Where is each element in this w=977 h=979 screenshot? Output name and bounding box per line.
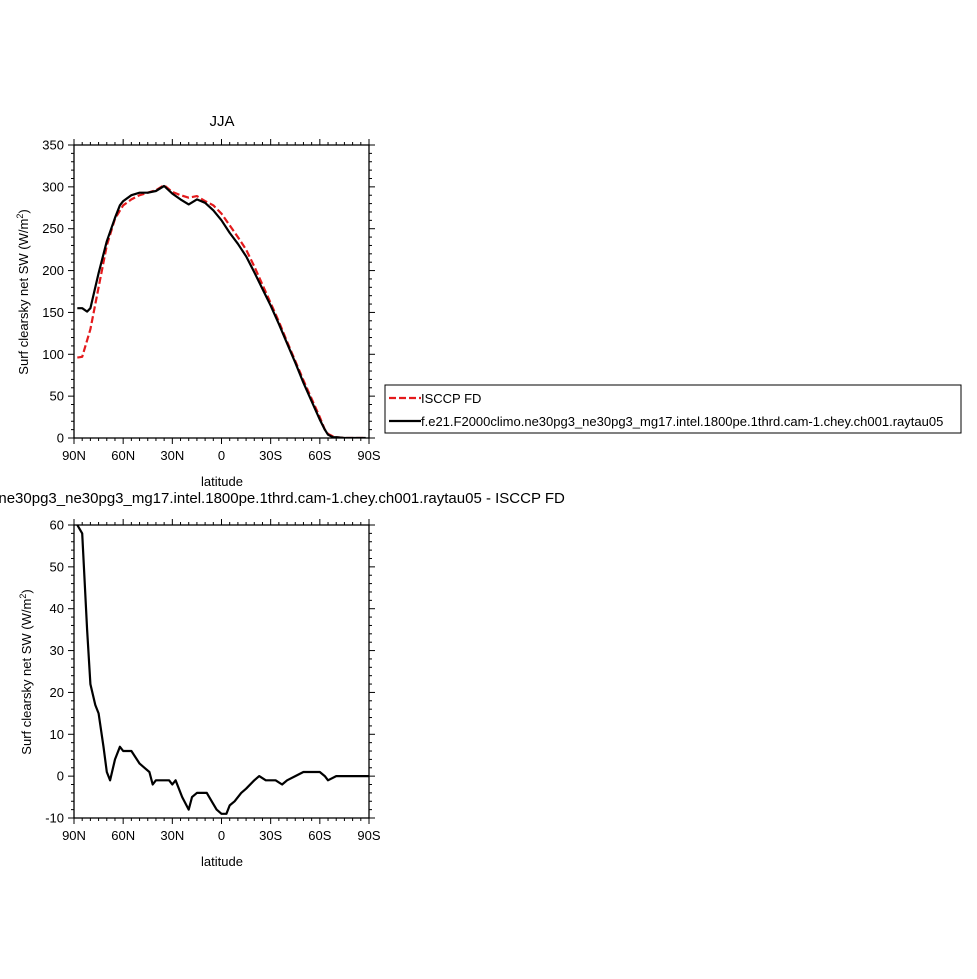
top-y-tick-label: 250 [42, 221, 64, 236]
bottom-series-line-0 [76, 525, 369, 815]
top-y-tick-label: 50 [50, 389, 64, 404]
top-y-tick-label: 0 [57, 431, 64, 446]
bottom-x-tick-label: 60N [111, 828, 135, 843]
bottom-plot-area: 90N 60N 30N 0 30S 60S 90S -10 0 10 20 30 40 50 60 [45, 518, 381, 844]
top-y-axis-label-sup: 2 [15, 214, 25, 219]
bottom-x-tick-label: 90S [357, 828, 380, 843]
top-y-tick-label: 200 [42, 263, 64, 278]
top-x-tick-label: 90N [62, 448, 86, 463]
bottom-y-tick-label: 40 [50, 601, 64, 616]
top-series-line-1 [77, 184, 366, 438]
top-y-axis-label-main: Surf clearsky net SW (W/m [16, 219, 31, 375]
top-chart-title: JJA [209, 113, 234, 130]
bottom-chart-title: f.e21.F2000climo.ne30pg3_ne30pg3_mg17.in… [0, 490, 565, 507]
bottom-y-tick-label: 60 [50, 518, 64, 533]
top-y-axis-label: Surf clearsky net SW (W/m2) [15, 209, 31, 374]
top-x-tick-label: 60S [308, 448, 331, 463]
bottom-panel: f.e21.F2000climo.ne30pg3_ne30pg3_mg17.in… [0, 490, 565, 869]
bottom-x-tick-label: 30S [259, 828, 282, 843]
bottom-y-axis-label: Surf clearsky net SW (W/m2) [18, 589, 34, 754]
top-x-tick-label: 0 [218, 448, 225, 463]
top-panel: JJA 90N 60N 30N 0 30S 60S 90S 0 50 100 150 200 250 30… [15, 113, 381, 489]
top-y-tick-label: 150 [42, 305, 64, 320]
legend-box [384, 384, 962, 434]
bottom-y-tick-label: 50 [50, 559, 64, 574]
bottom-x-tick-label: 60S [308, 828, 331, 843]
bottom-y-axis-label-main: Surf clearsky net SW (W/m [19, 599, 34, 755]
top-y-tick-label: 350 [42, 138, 64, 153]
bottom-y-tick-label: -10 [45, 811, 64, 826]
legend-label-isccp: ISCCP FD [421, 391, 481, 406]
bottom-x-axis-label: latitude [201, 854, 243, 869]
bottom-y-tick-label: 20 [50, 685, 64, 700]
top-x-tick-label: 60N [111, 448, 135, 463]
bottom-x-tick-label: 90N [62, 828, 86, 843]
legend: ISCCP FD f.e21.F2000climo.ne30pg3_ne30pg… [384, 384, 962, 434]
top-y-axis-label-close: ) [16, 209, 31, 213]
top-x-tick-label: 30S [259, 448, 282, 463]
bottom-plot-frame [73, 524, 370, 819]
bottom-y-tick-label: 10 [50, 727, 64, 742]
legend-label-model: f.e21.F2000climo.ne30pg3_ne30pg3_mg17.in… [421, 414, 943, 429]
top-x-tick-label: 90S [357, 448, 380, 463]
top-plot-area: 90N 60N 30N 0 30S 60S 90S 0 50 100 150 200 250 300 350 [42, 138, 381, 464]
top-x-axis-label: latitude [201, 474, 243, 489]
top-x-tick-label: 30N [160, 448, 184, 463]
top-series-line-0 [77, 184, 366, 438]
bottom-y-axis-label-sup: 2 [18, 594, 28, 599]
bottom-y-axis-label-close: ) [19, 589, 34, 593]
bottom-x-tick-label: 30N [160, 828, 184, 843]
bottom-x-tick-label: 0 [218, 828, 225, 843]
bottom-y-tick-label: 0 [57, 769, 64, 784]
bottom-y-tick-label: 30 [50, 643, 64, 658]
top-plot-frame [73, 144, 370, 439]
top-y-tick-label: 300 [42, 179, 64, 194]
top-y-tick-label: 100 [42, 347, 64, 362]
